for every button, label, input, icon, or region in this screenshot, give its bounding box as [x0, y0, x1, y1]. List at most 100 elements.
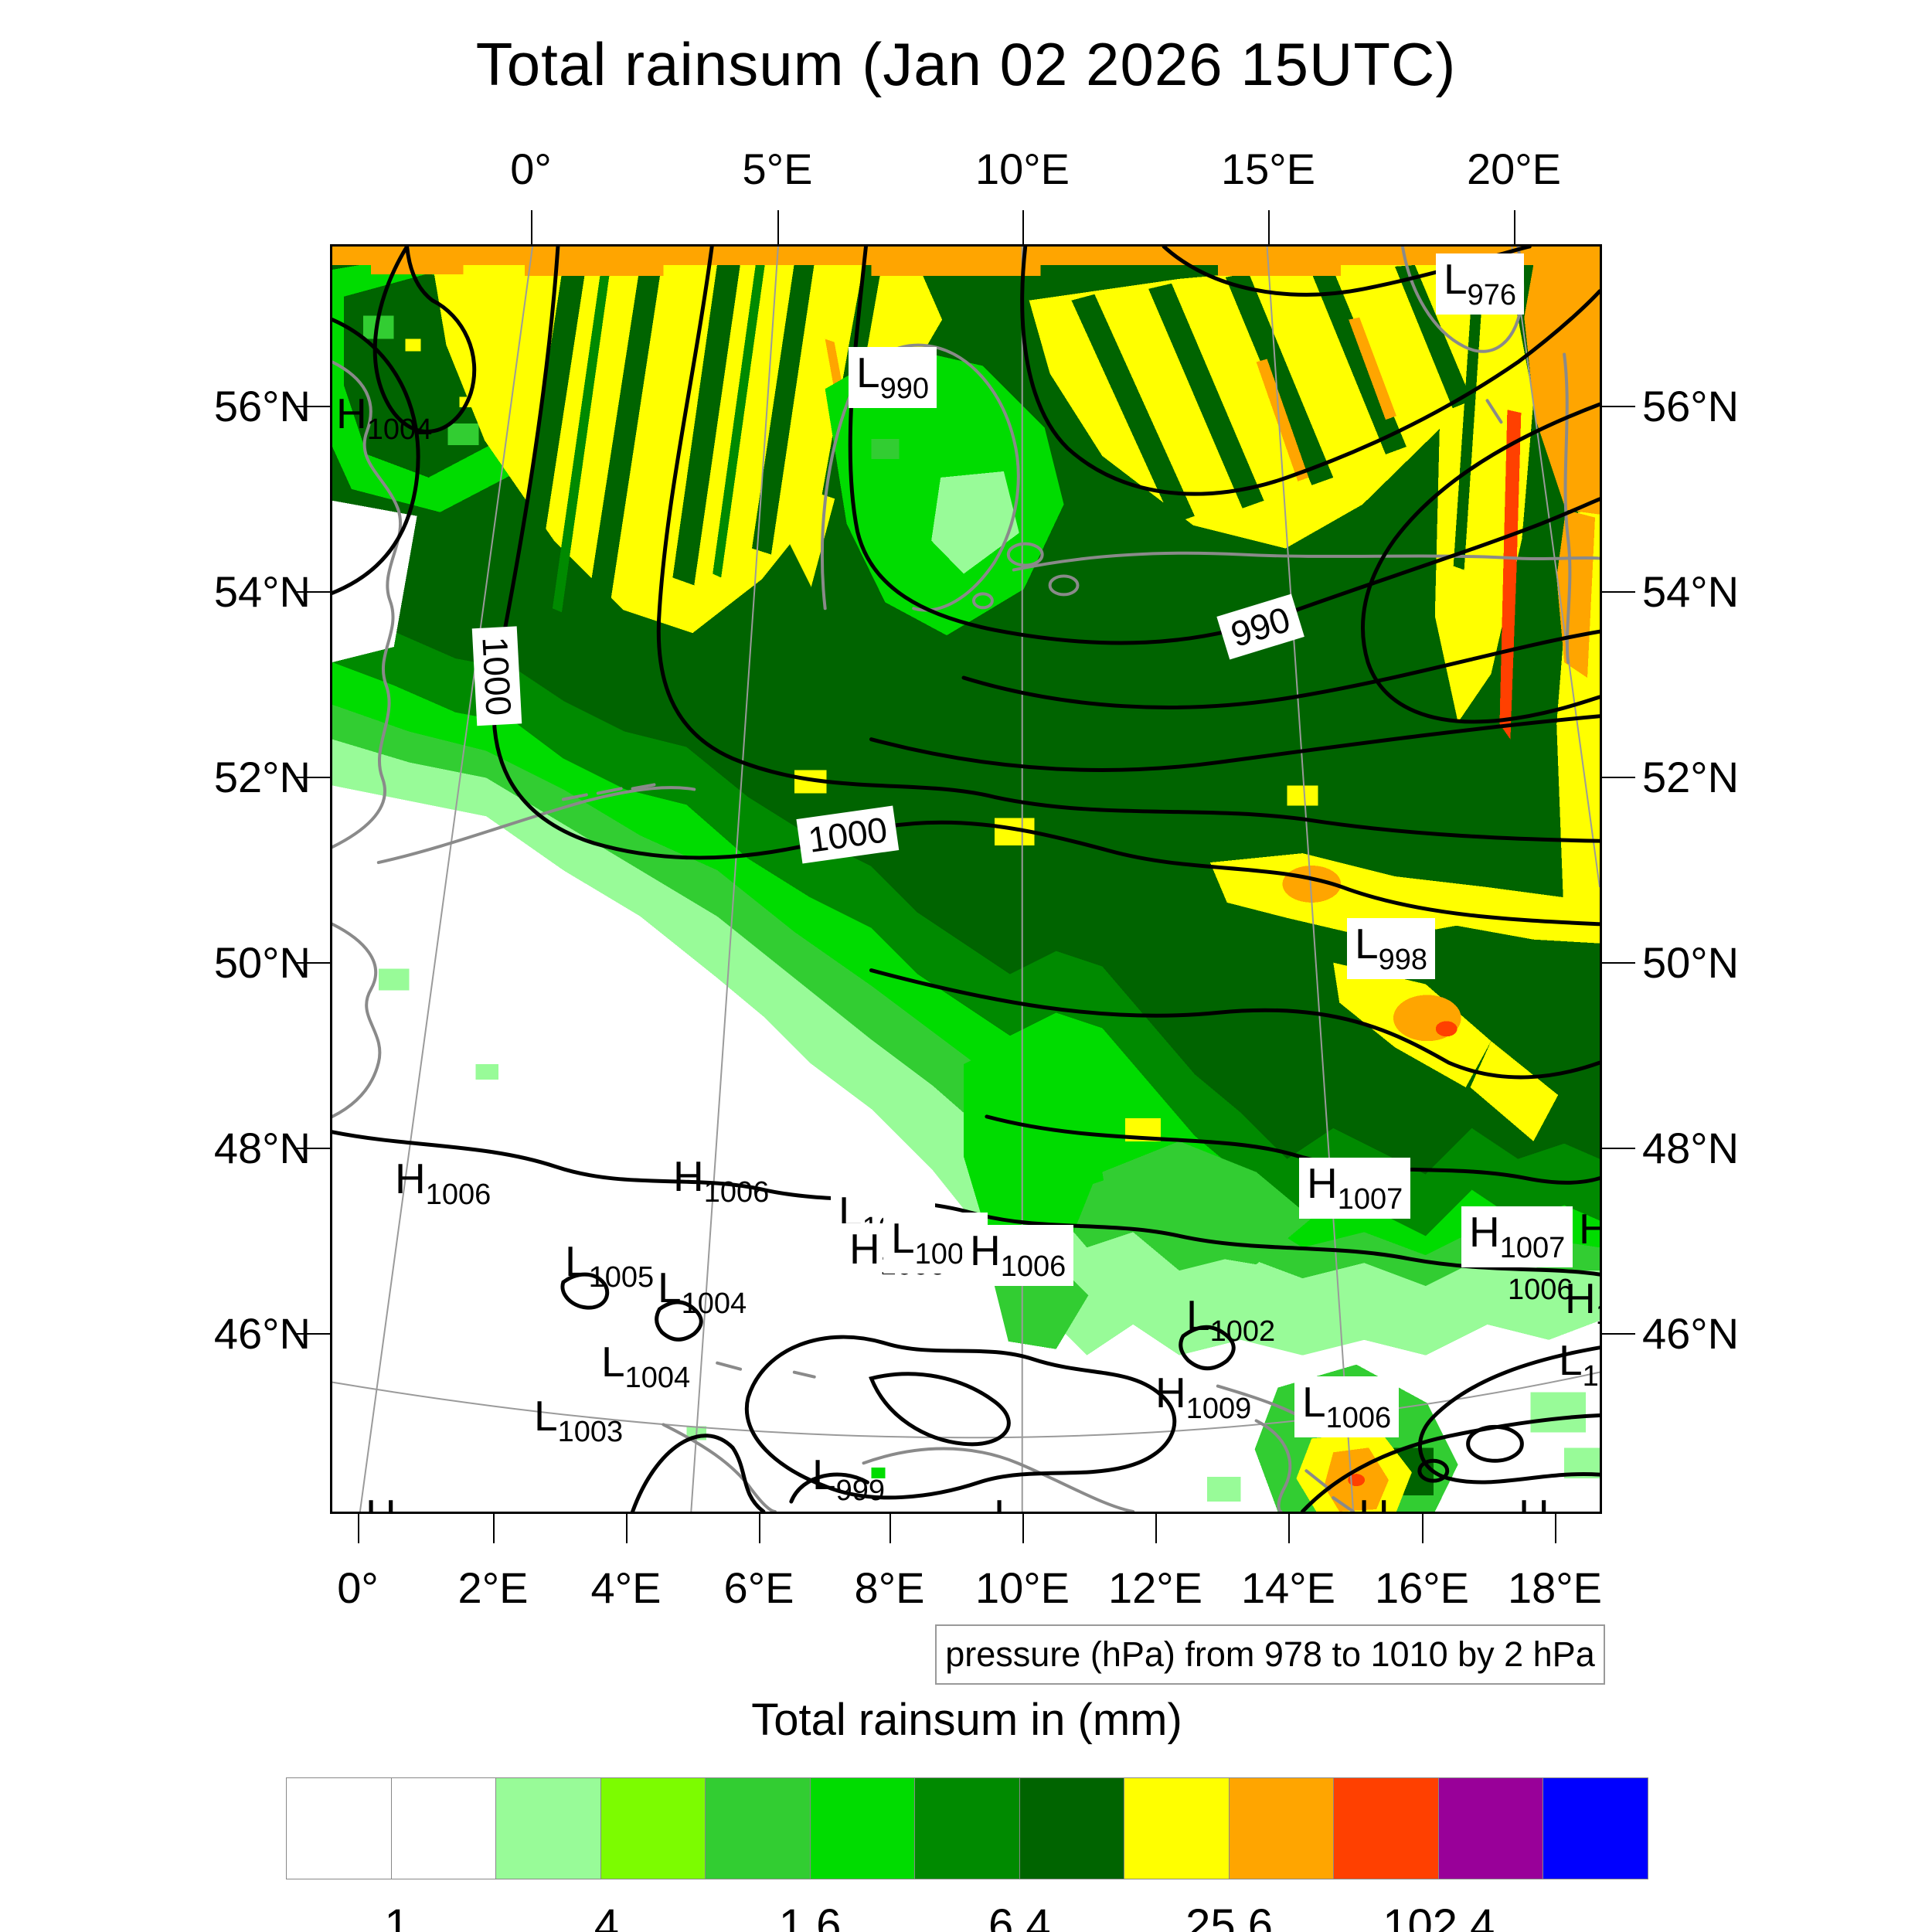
left-axis-label: 54°N [213, 567, 311, 616]
left-axis-label: 50°N [213, 938, 311, 987]
colorbar-cell-0 [287, 1778, 392, 1879]
right-axis-label: 46°N [1642, 1309, 1740, 1358]
top-axis-tick [1022, 210, 1024, 244]
pressure-label-L976: L976 [1436, 253, 1524, 315]
bottom-axis-tick [493, 1514, 495, 1543]
pressure-label-L998: L998 [1347, 918, 1435, 979]
top-axis-tick [777, 210, 779, 244]
bottom-axis-label: 6°E [723, 1563, 794, 1612]
right-axis-label: 48°N [1642, 1124, 1740, 1172]
left-axis-tick [297, 777, 330, 778]
bottom-axis-tick [1555, 1514, 1556, 1543]
colorbar-tick-label: 1.6 [778, 1900, 842, 1932]
bottom-axis-label: 10°E [975, 1563, 1070, 1612]
pressure-label-H1006: H1006 [962, 1225, 1074, 1286]
pressure-label-L1003: L1003 [534, 1392, 624, 1448]
left-axis-tick [297, 406, 330, 407]
right-axis-tick [1602, 1333, 1635, 1335]
top-axis-label: 10°E [975, 145, 1070, 193]
pressure-label-L1004: L1004 [601, 1338, 691, 1394]
bottom-axis-label: 4°E [590, 1563, 662, 1612]
pressure-label-L990: L990 [849, 347, 937, 408]
right-axis-tick [1602, 591, 1635, 593]
left-axis-tick [297, 1148, 330, 1149]
top-axis-label: 15°E [1220, 145, 1316, 193]
pressure-label-H1010: H1010 [1359, 1494, 1454, 1512]
pressure-label-L1006: L1006 [1294, 1376, 1400, 1437]
colorbar-tick-label: 25.6 [1185, 1900, 1273, 1932]
bottom-axis-label: 16°E [1374, 1563, 1470, 1612]
bottom-axis-tick [358, 1514, 359, 1543]
right-axis-tick [1602, 1148, 1635, 1149]
right-axis-tick [1602, 777, 1635, 778]
right-axis-label: 56°N [1642, 382, 1740, 430]
bottom-axis-tick [1288, 1514, 1290, 1543]
top-axis-tick [531, 210, 532, 244]
colorbar-cell-9 [1229, 1778, 1335, 1879]
colorbar-cell-5 [810, 1778, 916, 1879]
bottom-axis-tick [1422, 1514, 1423, 1543]
pressure-label-H1009: H1009 [1519, 1494, 1600, 1512]
top-axis-tick [1514, 210, 1515, 244]
colorbar-tick-label: .4 [581, 1900, 620, 1932]
pressure-label-H1007: H1007 [1461, 1206, 1573, 1267]
pressure-legend-text: pressure (hPa) from 978 to 1010 by 2 hPa [945, 1634, 1595, 1674]
right-axis-tick [1602, 406, 1635, 407]
pressure-label-H: H [1579, 1208, 1600, 1260]
left-axis-label: 56°N [213, 382, 311, 430]
bottom-axis-label: 8°E [854, 1563, 925, 1612]
left-axis-tick [297, 591, 330, 593]
pressure-label-L1004: L1004 [658, 1264, 747, 1320]
map-frame: H1004L990L976L998H1006H1006L1005L1004L10… [330, 244, 1602, 1514]
right-axis-label: 50°N [1642, 938, 1740, 987]
colorbar-cell-7 [1019, 1778, 1125, 1879]
right-axis-tick [1602, 962, 1635, 964]
colorbar-cell-8 [1124, 1778, 1230, 1879]
top-axis-label: 20°E [1466, 145, 1562, 193]
bottom-axis-label: 0° [337, 1563, 379, 1612]
pressure-label-L1006: L1006 [994, 1494, 1083, 1512]
pressure-label-H1004: H1004 [336, 389, 433, 446]
colorbar-cell-1 [391, 1778, 497, 1879]
left-axis-label: 46°N [213, 1309, 311, 1358]
isobar-value-label-1000: 1000 [471, 626, 522, 726]
pressure-label-L1005: L1005 [565, 1237, 655, 1294]
pressure-label-H1007: H1007 [1299, 1158, 1411, 1219]
top-axis-label: 5°E [742, 145, 813, 193]
pressure-legend-box: pressure (hPa) from 978 to 1010 by 2 hPa [935, 1624, 1605, 1685]
page-title: Total rainsum (Jan 02 2026 15UTC) [475, 30, 1457, 98]
top-axis-label: 0° [510, 145, 552, 193]
left-axis-label: 52°N [213, 753, 311, 801]
right-axis-label: 54°N [1642, 567, 1740, 616]
colorbar-cell-10 [1334, 1778, 1439, 1879]
left-axis-tick [297, 1333, 330, 1335]
bottom-axis-tick [626, 1514, 628, 1543]
pressure-label-H1006: H1006 [673, 1152, 770, 1209]
colorbar-tick-label: 6.4 [988, 1900, 1051, 1932]
pressure-label-frag1006: 1006 [1508, 1274, 1573, 1306]
map-canvas: H1004L990L976L998H1006H1006L1005L1004L10… [332, 247, 1600, 1512]
right-axis-label: 52°N [1642, 753, 1740, 801]
colorbar-cell-6 [915, 1778, 1020, 1879]
pressure-label-L1002: L1002 [1186, 1291, 1276, 1348]
bottom-axis-tick [1155, 1514, 1157, 1543]
colorbar-cell-3 [600, 1778, 706, 1879]
bottom-axis-label: 18°E [1507, 1563, 1603, 1612]
colorbar-cell-2 [496, 1778, 601, 1879]
top-axis-tick [1268, 210, 1270, 244]
pressure-label-H1006: H1006 [395, 1155, 492, 1211]
precip-field [332, 247, 1600, 1512]
colorbar-cell-4 [706, 1778, 811, 1879]
bottom-axis-tick [759, 1514, 760, 1543]
pressure-label-H1009: H1009 [1155, 1369, 1252, 1425]
bottom-axis-label: 12°E [1107, 1563, 1203, 1612]
colorbar-cell-12 [1543, 1778, 1648, 1879]
graticule [332, 247, 1600, 1512]
pressure-label-H10: H10 [1565, 1274, 1600, 1330]
bottom-axis-tick [1022, 1514, 1024, 1543]
colorbar [286, 1777, 1648, 1879]
left-axis-label: 48°N [213, 1124, 311, 1172]
colorbar-tick-label: .1 [372, 1900, 410, 1932]
colorbar-cell-11 [1438, 1778, 1544, 1879]
